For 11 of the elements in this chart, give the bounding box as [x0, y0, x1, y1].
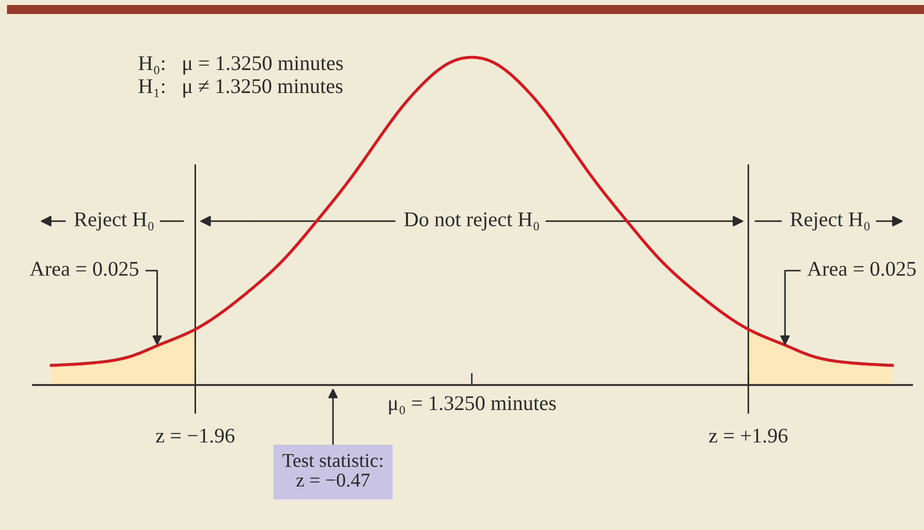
annotation: Reject H₀ — [74, 212, 154, 231]
text: Test statistic: z = −0.47 — [282, 454, 382, 487]
annotation: Area = 0.025 — [30, 262, 138, 276]
annotation: Do not reject H₀ — [404, 212, 539, 231]
x-tick-label: z = −1.96 — [156, 428, 234, 443]
annotation: H₀: μ = 1.3250 minutes — [138, 56, 343, 74]
text: μ₀ = 1.3250 minutes — [389, 396, 556, 414]
x-tick-label: z = +1.96 — [709, 428, 788, 443]
annotation: Reject H₀ — [790, 212, 870, 231]
annotation: H₁: μ ≠ 1.3250 minutes — [138, 79, 342, 98]
annotation: Area = 0.025 — [807, 262, 916, 276]
